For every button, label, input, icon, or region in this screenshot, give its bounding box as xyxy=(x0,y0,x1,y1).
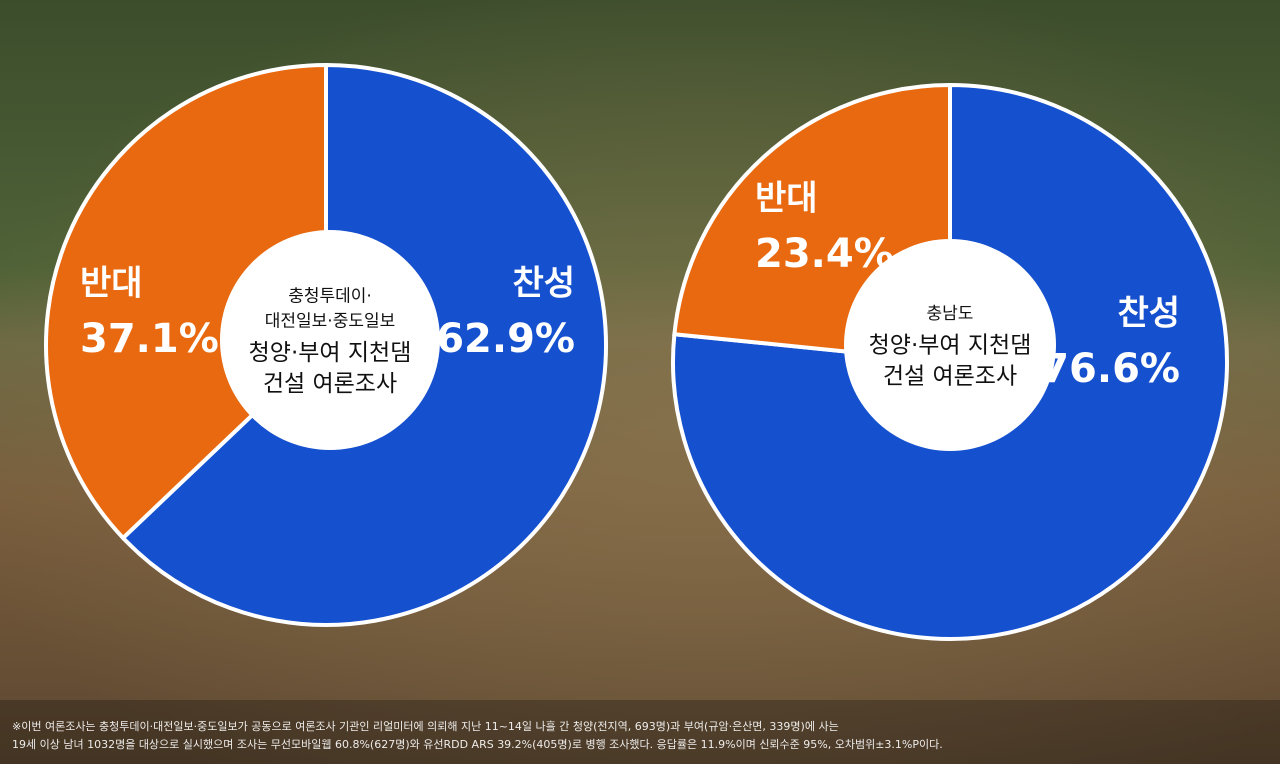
footnote: ※이번 여론조사는 충청투데이·대전일보·중도일보가 공동으로 여론조사 기관인… xyxy=(12,719,839,733)
center-circle xyxy=(220,230,440,450)
pie-slice xyxy=(44,62,328,541)
slice-name: 반대 xyxy=(755,179,818,219)
slice-value: 37.1% xyxy=(80,316,219,362)
title: 건설 여론조사 xyxy=(263,371,397,397)
slice-name: 찬성 xyxy=(1117,294,1180,334)
footnote: 19세 이상 남녀 1032명을 대상으로 실시했으며 조사는 무선모바일웹 6… xyxy=(12,737,943,751)
subtitle: 충남도 xyxy=(927,304,974,324)
subtitle: 대전일보·중도일보 xyxy=(265,312,396,332)
subtitle: 충청투데이· xyxy=(288,287,372,307)
title: 청양·부여 지천댐 xyxy=(249,340,412,366)
title: 청양·부여 지천댐 xyxy=(869,333,1032,359)
slice-value: 62.9% xyxy=(436,316,575,362)
slice-value: 76.6% xyxy=(1041,346,1180,392)
slice-name: 반대 xyxy=(80,264,143,304)
pie-slice xyxy=(671,82,1229,641)
slice-value: 23.4% xyxy=(755,231,894,277)
title: 건설 여론조사 xyxy=(883,364,1017,390)
footnote-band xyxy=(0,700,1280,764)
center-circle xyxy=(844,239,1056,451)
slice-name: 찬성 xyxy=(512,264,575,304)
